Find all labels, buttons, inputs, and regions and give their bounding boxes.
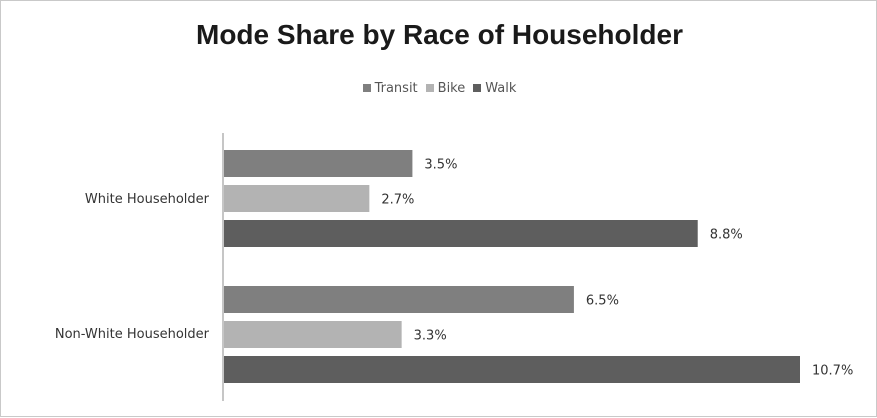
legend-swatch — [362, 84, 371, 92]
bar-bike — [224, 321, 402, 348]
data-label: 8.8% — [710, 228, 743, 243]
data-label: 2.7% — [381, 193, 414, 208]
bar-transit — [224, 150, 413, 177]
bar-walk — [224, 220, 698, 247]
bar-bike — [224, 185, 370, 212]
data-label: 6.5% — [586, 294, 619, 309]
legend-item-transit: Transit — [362, 81, 418, 96]
legend-swatch — [473, 84, 482, 92]
chart-title: Mode Share by Race of Householder — [196, 19, 683, 50]
legend-label: Transit — [374, 81, 418, 96]
legend-label: Walk — [485, 81, 517, 96]
data-label: 10.7% — [812, 364, 853, 379]
category-label: White Householder — [85, 192, 210, 207]
bar-transit — [224, 286, 574, 313]
legend-swatch — [425, 84, 434, 92]
legend: Transit Bike Walk — [1, 81, 877, 96]
legend-label: Bike — [437, 81, 466, 96]
data-label: 3.5% — [424, 158, 457, 173]
data-label: 3.3% — [414, 329, 447, 344]
category-label: Non-White Householder — [55, 327, 210, 342]
legend-item-bike: Bike — [425, 81, 466, 96]
legend-item-walk: Walk — [473, 81, 516, 96]
bar-walk — [224, 356, 800, 383]
